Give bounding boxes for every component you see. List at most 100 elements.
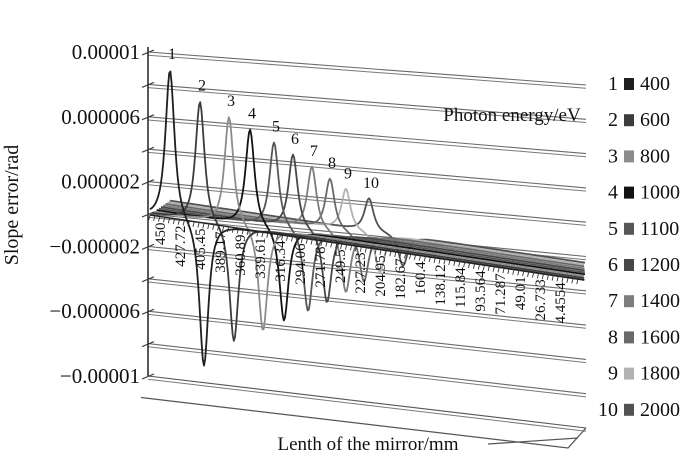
category-tick (576, 278, 579, 285)
legend-swatch (624, 186, 634, 199)
legend-index: 7 (608, 290, 618, 312)
category-axis-line (149, 214, 579, 280)
value-tick (141, 49, 155, 56)
category-tick (295, 236, 299, 243)
value-tick (141, 179, 155, 186)
category-tick (556, 275, 559, 282)
legend-value: 800 (640, 145, 670, 167)
value-tick (141, 146, 155, 153)
category-tick (384, 250, 387, 256)
gridline (147, 278, 587, 326)
category-tick-label: 160.4 (413, 261, 429, 295)
category-tick (148, 214, 151, 221)
category-tick (536, 272, 540, 279)
peak-label-6: 6 (291, 131, 299, 148)
legend-index: 10 (598, 399, 618, 421)
gridline-shadow (147, 281, 587, 329)
category-tick (394, 251, 397, 258)
legend-swatch (624, 259, 634, 271)
category-tick (290, 236, 294, 242)
category-tick-label: 450 (153, 222, 169, 245)
category-tick (541, 273, 544, 280)
legend-index: 6 (608, 254, 618, 276)
gridline (147, 343, 587, 395)
value-tick (141, 373, 155, 380)
category-tick (438, 258, 441, 264)
legend-swatch (624, 150, 634, 163)
category-tick (167, 217, 171, 224)
peak-label-5: 5 (272, 119, 280, 136)
category-tick (522, 270, 525, 277)
category-tick (497, 267, 500, 273)
category-tick (246, 229, 249, 236)
category-tick (202, 222, 205, 229)
category-tick (472, 263, 476, 269)
y-axis-title: Slope error/rad (1, 145, 23, 266)
category-tick (315, 239, 318, 246)
category-tick (399, 252, 402, 258)
category-tick (207, 223, 210, 230)
category-tick (492, 266, 495, 272)
category-tick (531, 272, 535, 278)
value-tick-label: −0.000002 (49, 234, 140, 258)
category-tick (364, 247, 367, 253)
legend-value: 600 (640, 109, 670, 131)
category-tick (340, 243, 343, 249)
gridline-shadow (147, 87, 587, 123)
category-tick (305, 238, 308, 244)
category-tick (330, 242, 333, 248)
legend-value: 1400 (640, 290, 680, 312)
gridline-shadow (147, 346, 587, 398)
legend-value: 1800 (640, 363, 680, 385)
category-tick (325, 241, 328, 247)
category-tick-label: 294.06 (293, 243, 309, 285)
value-tick (141, 114, 155, 121)
peak-label-2: 2 (198, 78, 206, 95)
category-tick (428, 256, 431, 263)
value-tick-label: 0.000002 (61, 170, 140, 194)
category-tick (212, 224, 215, 230)
category-tick (458, 261, 461, 267)
x-axis-title: Lenth of the mirror/mm (278, 434, 459, 455)
value-tick (141, 243, 155, 250)
category-tick (468, 262, 471, 269)
peak-label-1: 1 (168, 46, 176, 63)
category-tick (345, 244, 348, 250)
category-tick-label: 360.89 (233, 234, 249, 275)
series-line-5 (158, 141, 585, 312)
category-tick (177, 219, 180, 225)
category-tick (187, 220, 190, 227)
category-tick-label: 26.733 (533, 279, 549, 320)
category-tick (551, 275, 554, 281)
peak-label-4: 4 (248, 106, 256, 123)
category-tick (448, 259, 451, 266)
category-tick-label: 249.5 (333, 249, 349, 283)
category-tick (158, 216, 161, 222)
category-tick (335, 242, 338, 249)
gridline (147, 148, 587, 189)
peak-label-9: 9 (344, 165, 352, 182)
value-tick-label: −0.000006 (49, 299, 140, 323)
value-tick (141, 341, 155, 348)
category-axis: 450 427.72 405.45 389.17 360.89 339.61 316.34 2… (148, 214, 579, 324)
category-tick-label: 115.84 (453, 267, 469, 308)
series-line-10 (169, 197, 586, 267)
peak-label-3: 3 (227, 93, 235, 110)
gridline-shadow (147, 378, 587, 432)
category-tick (276, 234, 279, 240)
legend-index: 9 (608, 363, 618, 385)
category-tick (546, 274, 549, 280)
value-tick-label: 0.000006 (61, 105, 140, 129)
category-tick (192, 221, 195, 227)
peak-label-10: 10 (363, 175, 379, 192)
gridline (147, 116, 587, 155)
value-tick (141, 276, 155, 283)
category-tick (404, 253, 407, 259)
category-tick (418, 255, 422, 261)
legend-value: 1000 (640, 182, 680, 204)
legend-swatch (624, 295, 634, 308)
category-tick (241, 228, 244, 235)
